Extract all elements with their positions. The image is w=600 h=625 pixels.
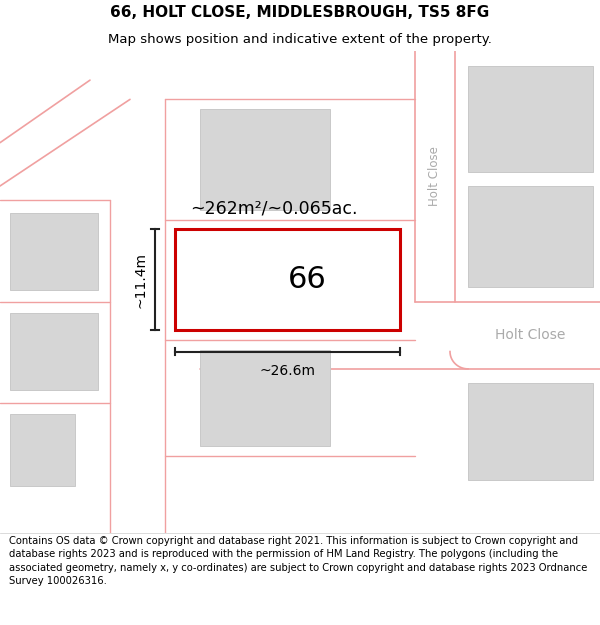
Bar <box>200 109 330 210</box>
Text: 66, HOLT CLOSE, MIDDLESBROUGH, TS5 8FG: 66, HOLT CLOSE, MIDDLESBROUGH, TS5 8FG <box>110 5 490 20</box>
Bar <box>468 186 593 287</box>
Text: Holt Close: Holt Close <box>428 146 442 206</box>
Text: Map shows position and indicative extent of the property.: Map shows position and indicative extent… <box>108 34 492 46</box>
Text: ~262m²/~0.065ac.: ~262m²/~0.065ac. <box>190 200 358 217</box>
Text: Holt Close: Holt Close <box>495 328 565 342</box>
Text: Contains OS data © Crown copyright and database right 2021. This information is : Contains OS data © Crown copyright and d… <box>9 536 587 586</box>
Text: 66: 66 <box>288 266 327 294</box>
Bar <box>10 414 75 486</box>
Bar <box>468 66 593 171</box>
Bar <box>200 236 295 322</box>
Bar <box>10 313 98 390</box>
Bar <box>468 383 593 479</box>
Bar <box>10 213 98 290</box>
Bar <box>175 229 400 331</box>
Text: ~26.6m: ~26.6m <box>260 364 316 378</box>
Bar <box>200 349 330 446</box>
Text: ~11.4m: ~11.4m <box>133 252 147 308</box>
